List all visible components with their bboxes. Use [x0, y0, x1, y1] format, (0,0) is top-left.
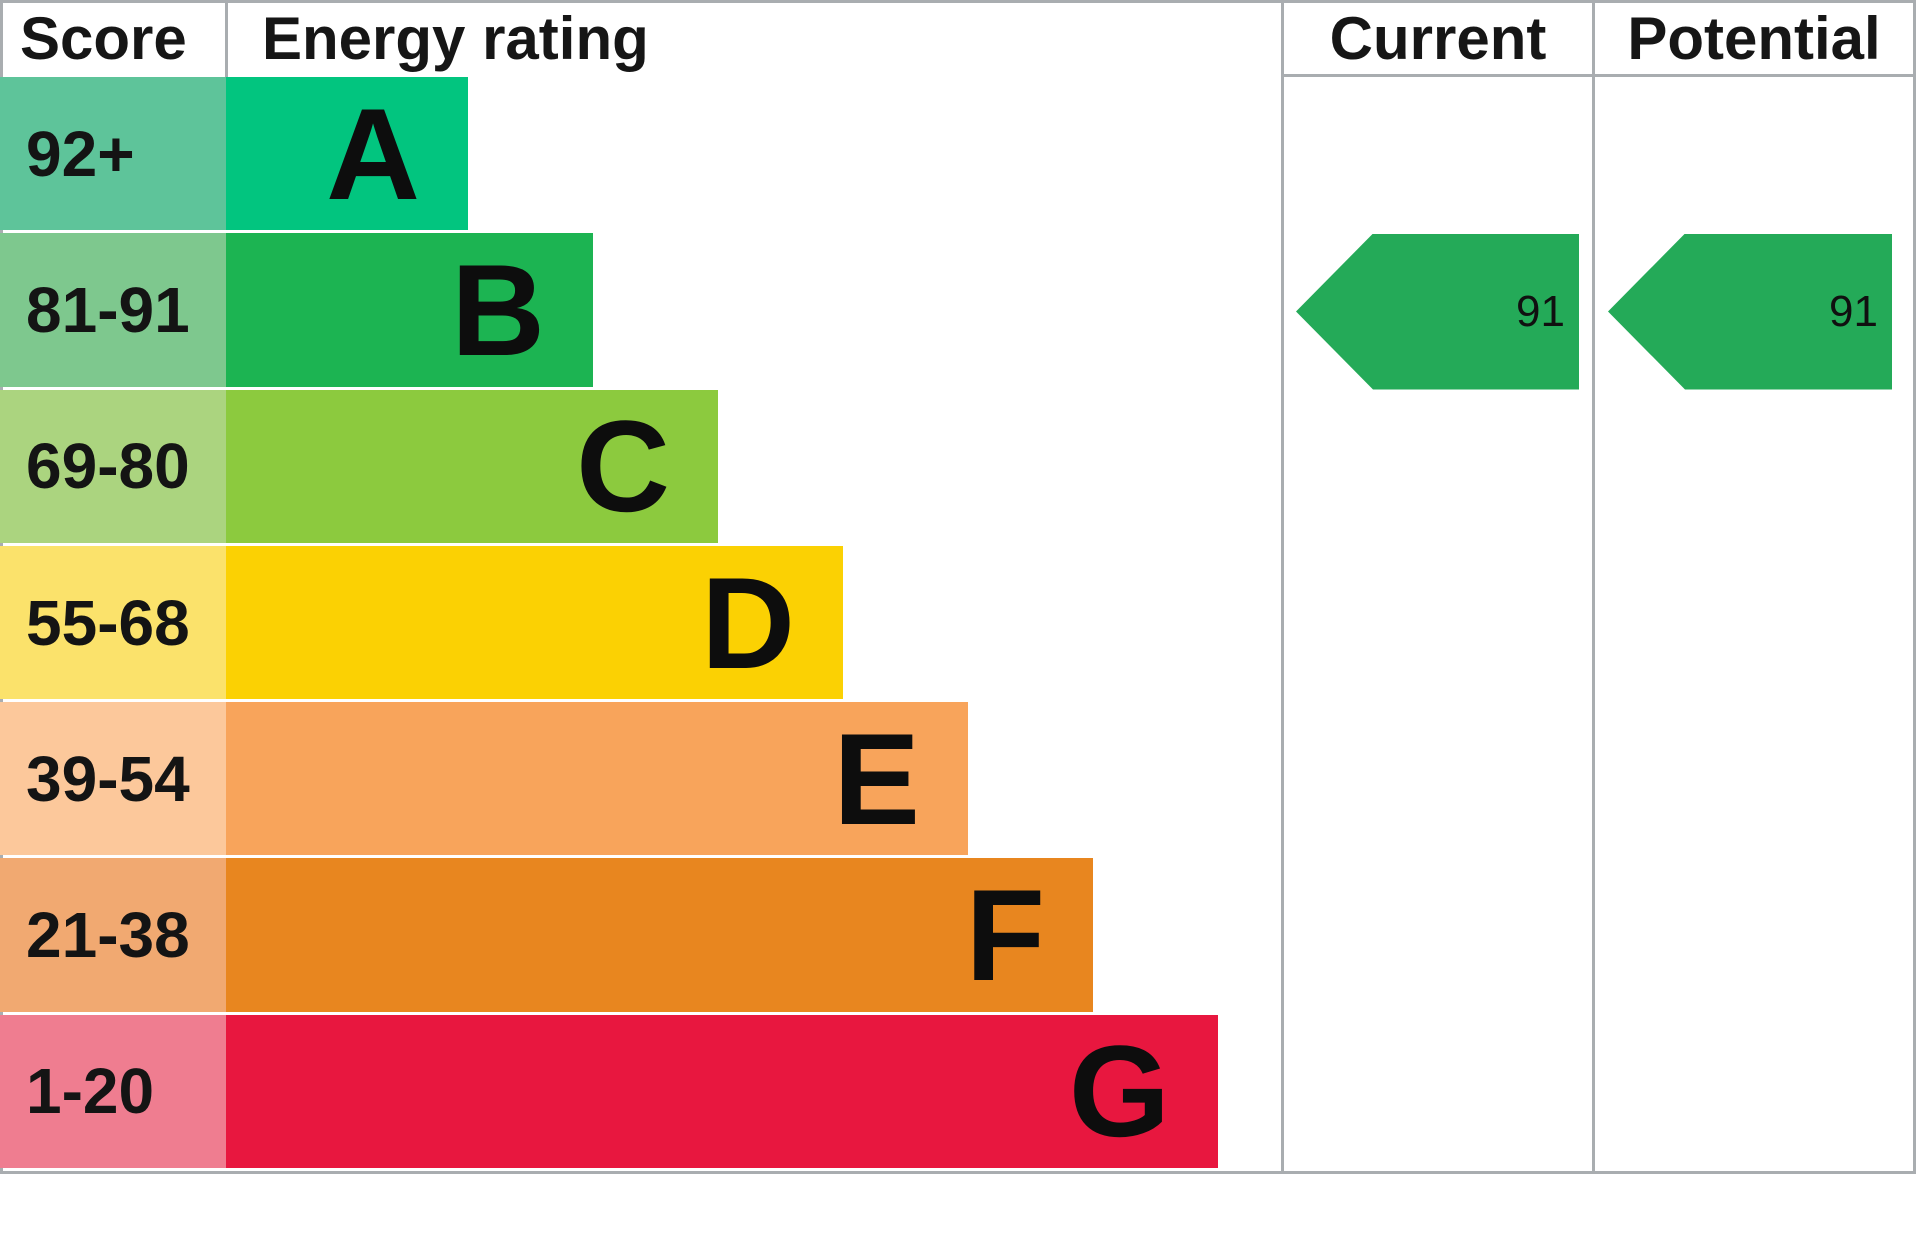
rating-bar: A	[226, 77, 468, 231]
rating-bar: D	[226, 545, 843, 700]
score-range-cell: 69-80	[0, 389, 226, 543]
header-bottom-border	[1281, 74, 1916, 77]
rating-band-row: 55-68 D	[0, 545, 1218, 700]
rating-band-row: 81-91 B	[0, 233, 1218, 387]
rating-band-row: 92+ A	[0, 77, 1218, 231]
score-range-cell: 81-91	[0, 233, 226, 387]
rating-bar: F	[226, 858, 1093, 1012]
score-range-cell: 55-68	[0, 545, 226, 700]
score-range-cell: 39-54	[0, 702, 226, 856]
potential-column-divider	[1592, 0, 1595, 1174]
potential-rating-arrow: 91	[1608, 233, 1892, 390]
rating-bar: E	[226, 702, 968, 856]
score-range-cell: 21-38	[0, 858, 226, 1012]
score-column-header: Score	[20, 5, 187, 72]
rating-band-row: 21-38 F	[0, 858, 1218, 1012]
score-column-divider	[225, 0, 228, 77]
rating-letter: C	[576, 393, 670, 540]
chart-right-border	[1913, 0, 1916, 1174]
score-range-cell: 1-20	[0, 1014, 226, 1169]
rating-bar: G	[226, 1014, 1218, 1169]
rating-letter: F	[965, 862, 1045, 1009]
rating-letter: B	[451, 236, 545, 383]
energy-rating-column-header: Energy rating	[262, 5, 649, 72]
rating-letter: A	[326, 80, 420, 227]
chart-bottom-border	[0, 1171, 1916, 1174]
current-column-divider	[1281, 0, 1284, 1174]
potential-rating-value: 91	[1829, 286, 1878, 336]
rating-letter: E	[833, 705, 920, 852]
rating-bands: 92+ A 81-91 B 69-80 C 55-68 D 39-54	[0, 77, 1218, 1171]
current-column-header: Current	[1329, 5, 1547, 72]
rating-band-row: 39-54 E	[0, 702, 1218, 856]
chart-top-border	[0, 0, 1916, 3]
rating-letter: D	[701, 549, 795, 696]
current-rating-arrow: 91	[1296, 233, 1579, 390]
rating-band-row: 69-80 C	[0, 389, 1218, 543]
score-range-cell: 92+	[0, 77, 226, 231]
potential-column-header: Potential	[1627, 5, 1881, 72]
current-rating-value: 91	[1516, 286, 1565, 336]
rating-bar: B	[226, 233, 593, 387]
rating-band-row: 1-20 G	[0, 1014, 1218, 1169]
rating-bar: C	[226, 389, 718, 543]
rating-letter: G	[1068, 1018, 1170, 1165]
